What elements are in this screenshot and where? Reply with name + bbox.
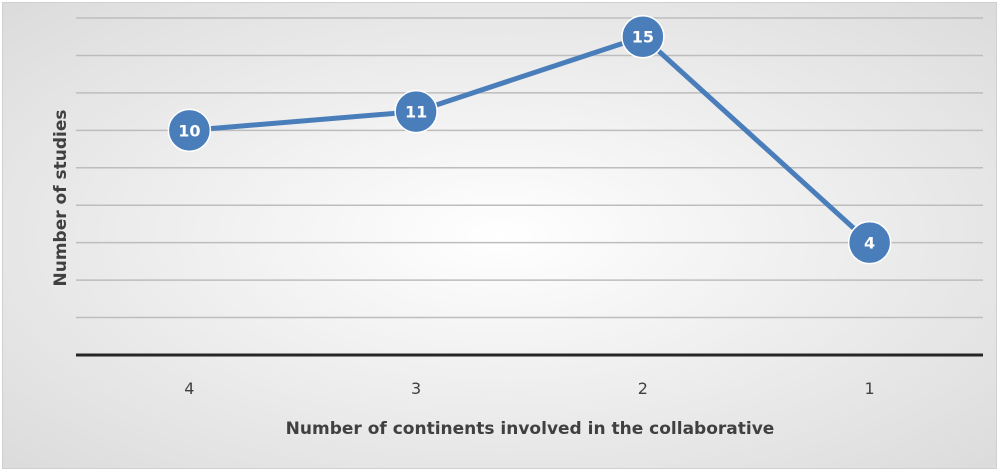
gridlines (76, 17, 983, 319)
x-tick-label: 2 (638, 379, 648, 398)
data-point-marker (621, 14, 665, 59)
x-axis-title: Number of continents involved in the col… (286, 419, 775, 439)
series-line (189, 34, 872, 245)
line-chart: 4 3 2 1 10 11 15 4 Number of continents involv… (3, 3, 996, 468)
data-label: 4 (864, 234, 875, 253)
data-point: 11 (394, 89, 438, 134)
x-tick-label: 3 (411, 379, 421, 398)
data-markers: 10 11 15 4 (167, 14, 892, 265)
data-label: 11 (405, 103, 427, 122)
data-point: 15 (621, 14, 665, 59)
data-point: 10 (167, 108, 212, 153)
data-point: 4 (847, 220, 892, 265)
x-tick-label: 1 (865, 379, 875, 398)
plot-background (3, 3, 996, 468)
data-point-marker (167, 108, 212, 153)
data-label: 15 (632, 28, 654, 47)
data-label: 10 (178, 121, 200, 140)
x-tick-label: 4 (184, 379, 194, 398)
y-axis-title: Number of studies (51, 109, 71, 286)
data-point-marker (847, 220, 892, 265)
data-point-marker (394, 89, 438, 134)
x-tick-labels: 4 3 2 1 (184, 379, 874, 398)
